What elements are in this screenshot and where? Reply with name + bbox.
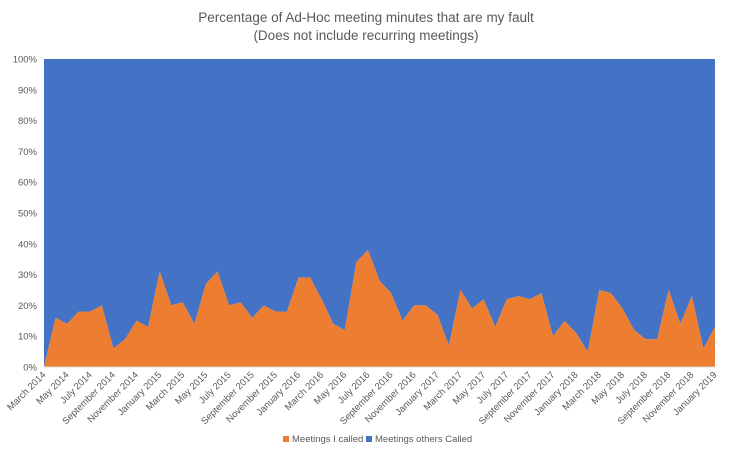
y-tick-label: 60% (18, 178, 38, 189)
series-area-meetings-others-called (44, 59, 715, 367)
legend-swatch-meetings-i-called (283, 436, 289, 442)
legend: Meetings I called Meetings others Called (283, 434, 472, 445)
y-tick-label: 50% (18, 209, 38, 220)
legend-label-meetings-others-called: Meetings others Called (375, 434, 472, 445)
y-tick-label: 80% (18, 116, 38, 127)
series-area-meetings-i-called (44, 249, 715, 367)
legend-swatch-meetings-others-called (366, 436, 372, 442)
y-tick-label: 90% (18, 85, 38, 96)
y-tick-label: 100% (13, 55, 38, 66)
legend-label-meetings-i-called: Meetings I called (292, 434, 363, 445)
y-tick-label: 70% (18, 147, 38, 158)
y-tick-label: 10% (18, 332, 38, 343)
y-axis: 0% 10% 20% 30% 40% 50% 60% 70% 80% 90% 100% (13, 55, 38, 374)
y-tick-label: 40% (18, 239, 38, 250)
plot-area (44, 59, 715, 367)
y-tick-label: 0% (23, 363, 37, 374)
y-tick-label: 20% (18, 301, 38, 312)
chart-title: Percentage of Ad-Hoc meeting minutes tha… (198, 10, 534, 25)
y-tick-label: 30% (18, 270, 38, 281)
chart-subtitle: (Does not include recurring meetings) (253, 28, 478, 43)
